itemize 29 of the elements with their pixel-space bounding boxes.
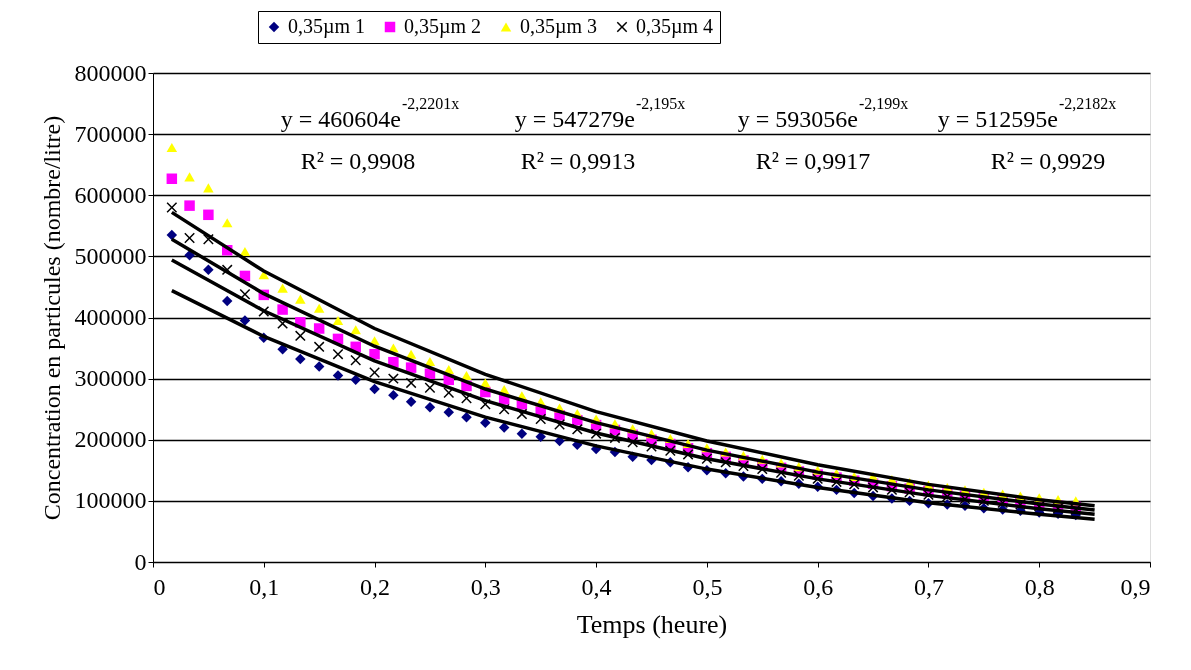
y-axis-title: Concentration en particules (nombre/litre) (38, 115, 65, 521)
y-tick-label: 500000 (74, 242, 147, 269)
x-tick-label: 0 (153, 573, 166, 600)
x-tick-label: 0,5 (692, 573, 723, 600)
annotation: R² = 0,9929 (990, 148, 1106, 174)
annotation: R² = 0,9908 (300, 148, 416, 174)
y-tick-label: 600000 (74, 181, 147, 208)
x-tick-label: 0,9 (1120, 573, 1151, 600)
legend-label: 0,35µm 4 (636, 15, 714, 38)
legend-label: 0,35µm 1 (288, 15, 366, 38)
x-tick-label: 0,2 (360, 573, 391, 600)
y-tick-label: 0 (134, 548, 147, 575)
x-tick-label: 0,4 (581, 573, 612, 600)
x-axis-title: Temps (heure) (576, 609, 728, 639)
y-tick-label: 400000 (74, 304, 147, 330)
y-tick-label: 100000 (74, 487, 147, 514)
y-tick-label: 800000 (74, 59, 147, 86)
y-tick-label: 700000 (74, 120, 147, 147)
annotation: R² = 0,9913 (520, 148, 636, 174)
annotation: R² = 0,9917 (755, 148, 871, 174)
x-tick-label: 0,6 (803, 573, 834, 600)
x-tick-label: 0,3 (470, 573, 501, 600)
x-tick-label: 0,8 (1024, 573, 1055, 600)
y-tick-label: 200000 (74, 426, 147, 453)
legend-label: 0,35µm 3 (520, 15, 598, 38)
x-tick-label: 0,7 (913, 573, 944, 600)
x-tick-label: 0,1 (249, 573, 280, 600)
y-tick-label: 300000 (74, 365, 147, 392)
legend-label: 0,35µm 2 (404, 15, 482, 38)
